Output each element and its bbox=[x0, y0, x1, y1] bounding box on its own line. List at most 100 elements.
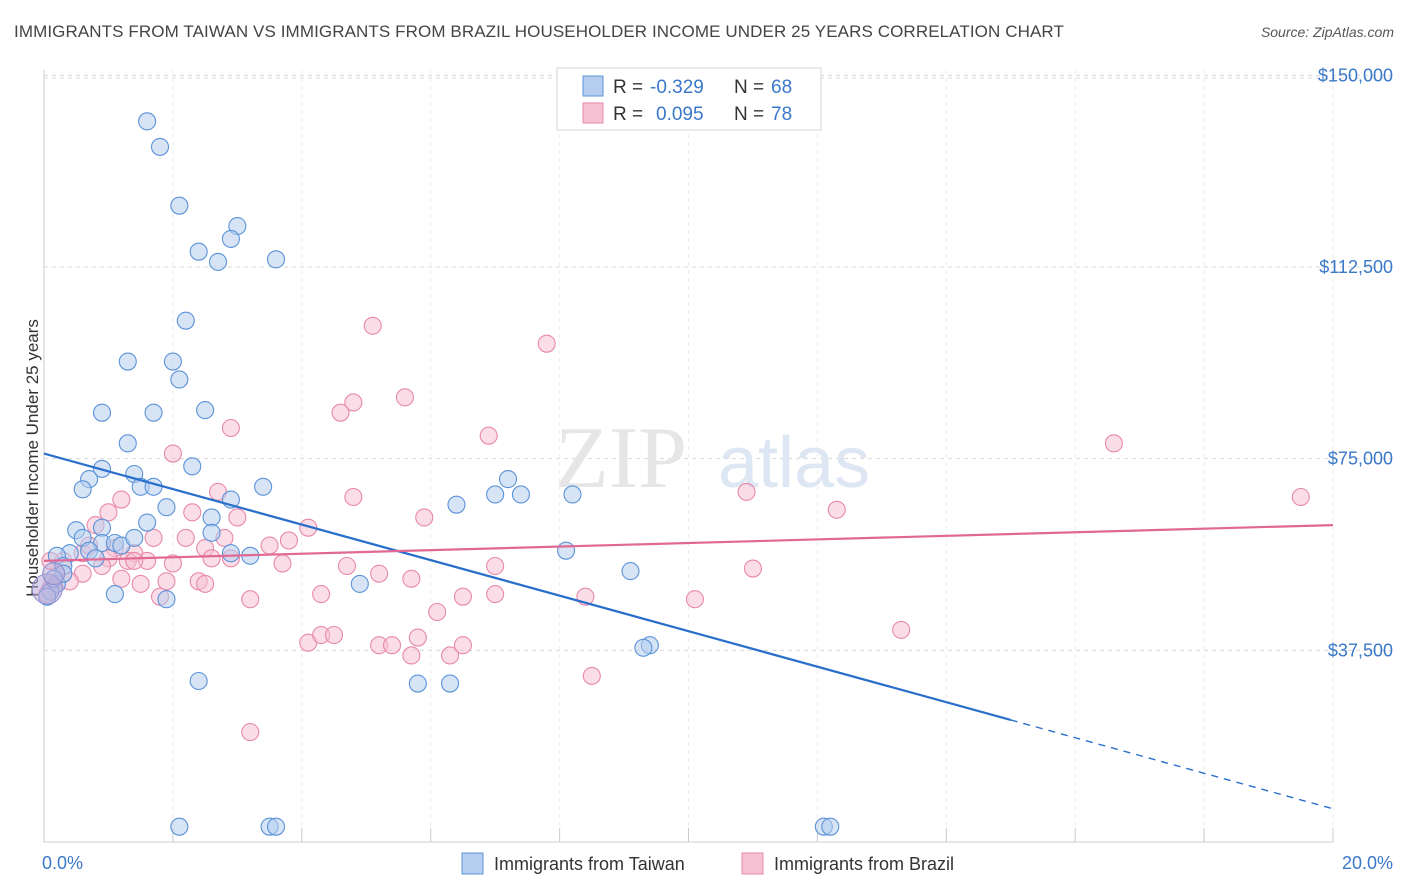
trend-line-taiwan-extension bbox=[1010, 719, 1334, 810]
taiwan-point-54 bbox=[486, 485, 505, 504]
x-tick-labels: 0.0% 20.0% bbox=[42, 853, 1393, 873]
x-tick-label-0: 0.0% bbox=[42, 853, 83, 873]
taiwan-point-47 bbox=[157, 590, 176, 609]
taiwan-point-7 bbox=[266, 250, 286, 269]
taiwan-point-4 bbox=[221, 229, 240, 248]
legend-n-label-brazil: N = bbox=[734, 104, 764, 125]
brazil-point-48 bbox=[402, 569, 421, 588]
taiwan-point-51 bbox=[556, 541, 576, 560]
brazil-point-38 bbox=[273, 554, 292, 573]
legend-top: R = -0.329 N = 68 R = 0.095 N = 78 bbox=[556, 67, 822, 131]
brazil-point-18 bbox=[415, 508, 434, 527]
brazil-point-77 bbox=[428, 602, 447, 622]
y-tick-label-2: $112,500 bbox=[1319, 257, 1393, 277]
taiwan-point-22 bbox=[73, 480, 92, 499]
brazil-point-39 bbox=[337, 556, 356, 576]
brazil-point-54 bbox=[241, 590, 260, 609]
y-tick-label-3: $150,000 bbox=[1318, 65, 1393, 85]
grid-lines bbox=[44, 70, 1395, 842]
source-label: Source: ZipAtlas.com bbox=[1260, 24, 1394, 40]
y-tick-label-1: $75,000 bbox=[1328, 449, 1393, 469]
legend-swatch-taiwan bbox=[582, 75, 604, 97]
brazil-point-59 bbox=[685, 590, 704, 609]
legend-bottom-label-brazil: Immigrants from Brazil bbox=[774, 854, 954, 874]
brazil-point-2 bbox=[344, 393, 363, 412]
brazil-point-72 bbox=[241, 723, 260, 742]
y-tick-label-0: $37,500 bbox=[1328, 640, 1393, 660]
brazil-point-10 bbox=[737, 482, 756, 501]
brazil-point-7 bbox=[163, 444, 182, 463]
brazil-point-24 bbox=[260, 536, 279, 555]
legend-bottom-swatch-taiwan bbox=[461, 852, 484, 875]
brazil-point-44 bbox=[157, 572, 176, 591]
y-axis-label: Householder Income Under 25 years bbox=[23, 319, 42, 597]
brazil-point-42 bbox=[112, 569, 131, 588]
brazil-point-49 bbox=[486, 556, 505, 576]
series-brazil bbox=[38, 316, 1310, 742]
taiwan-point-62 bbox=[170, 817, 189, 836]
brazil-point-36 bbox=[202, 549, 221, 568]
legend-r-value-taiwan: -0.329 bbox=[650, 77, 704, 98]
brazil-point-0 bbox=[363, 316, 382, 335]
trend-lines bbox=[43, 452, 1334, 810]
watermark: ZIP atlas bbox=[555, 410, 870, 507]
brazil-point-67 bbox=[402, 646, 421, 665]
taiwan-point-6 bbox=[208, 252, 228, 271]
taiwan-point-14 bbox=[196, 401, 215, 420]
brazil-point-64 bbox=[324, 625, 344, 645]
taiwan-point-10 bbox=[163, 352, 182, 371]
brazil-point-11 bbox=[827, 500, 846, 519]
legend-swatch-brazil bbox=[582, 102, 604, 124]
legend-n-label-taiwan: N = bbox=[734, 77, 764, 98]
brazil-point-12 bbox=[112, 490, 131, 509]
taiwan-point-61 bbox=[440, 674, 460, 693]
legend-bottom: Immigrants from Taiwan Immigrants from B… bbox=[461, 852, 954, 875]
taiwan-point-8 bbox=[176, 311, 195, 330]
brazil-point-4 bbox=[331, 403, 350, 422]
brazil-point-46 bbox=[196, 574, 215, 593]
legend-bottom-label-taiwan: Immigrants from Taiwan bbox=[494, 854, 685, 874]
brazil-point-3 bbox=[395, 388, 414, 407]
brazil-point-6 bbox=[479, 426, 498, 445]
taiwan-point-13 bbox=[144, 403, 163, 422]
brazil-point-70 bbox=[453, 636, 472, 655]
taiwan-point-55 bbox=[511, 485, 530, 504]
brazil-point-57 bbox=[486, 585, 505, 604]
taiwan-point-52 bbox=[621, 562, 640, 581]
taiwan-point-28 bbox=[138, 513, 157, 532]
taiwan-point-36 bbox=[125, 528, 144, 547]
brazil-point-68 bbox=[408, 628, 427, 647]
brazil-point-60 bbox=[743, 559, 763, 578]
taiwan-point-21 bbox=[144, 477, 163, 496]
taiwan-point-46 bbox=[105, 585, 124, 604]
taiwan-point-12 bbox=[92, 403, 112, 422]
brazil-point-56 bbox=[453, 587, 472, 606]
brazil-point-66 bbox=[382, 636, 402, 655]
legend-r-value-brazil: 0.095 bbox=[656, 104, 704, 125]
taiwan-point-56 bbox=[563, 485, 582, 504]
legend-r-label-taiwan: R = bbox=[613, 77, 643, 98]
brazil-point-43 bbox=[131, 574, 150, 593]
taiwan-point-5 bbox=[189, 242, 208, 261]
taiwan-point-18 bbox=[183, 457, 202, 476]
taiwan-point-15 bbox=[118, 434, 137, 453]
brazil-point-14 bbox=[344, 487, 363, 507]
legend-bottom-swatch-brazil bbox=[741, 852, 764, 875]
brazil-point-9 bbox=[1291, 487, 1310, 507]
taiwan-point-1 bbox=[150, 137, 170, 156]
brazil-point-69 bbox=[440, 646, 460, 665]
brazil-point-73 bbox=[125, 551, 144, 570]
taiwan-point-60 bbox=[408, 674, 427, 693]
taiwan-point-27 bbox=[202, 508, 221, 527]
taiwan-point-49 bbox=[221, 544, 240, 563]
cluster-bubble-1 bbox=[42, 562, 66, 586]
taiwan-point-50 bbox=[350, 574, 369, 593]
trend-line-brazil bbox=[43, 524, 1334, 562]
taiwan-point-25 bbox=[447, 495, 466, 514]
taiwan-point-58 bbox=[634, 638, 653, 657]
brazil-point-8 bbox=[1104, 434, 1123, 453]
brazil-point-15 bbox=[99, 503, 118, 522]
taiwan-point-30 bbox=[92, 518, 112, 537]
brazil-point-25 bbox=[279, 531, 298, 550]
brazil-point-16 bbox=[183, 503, 202, 522]
